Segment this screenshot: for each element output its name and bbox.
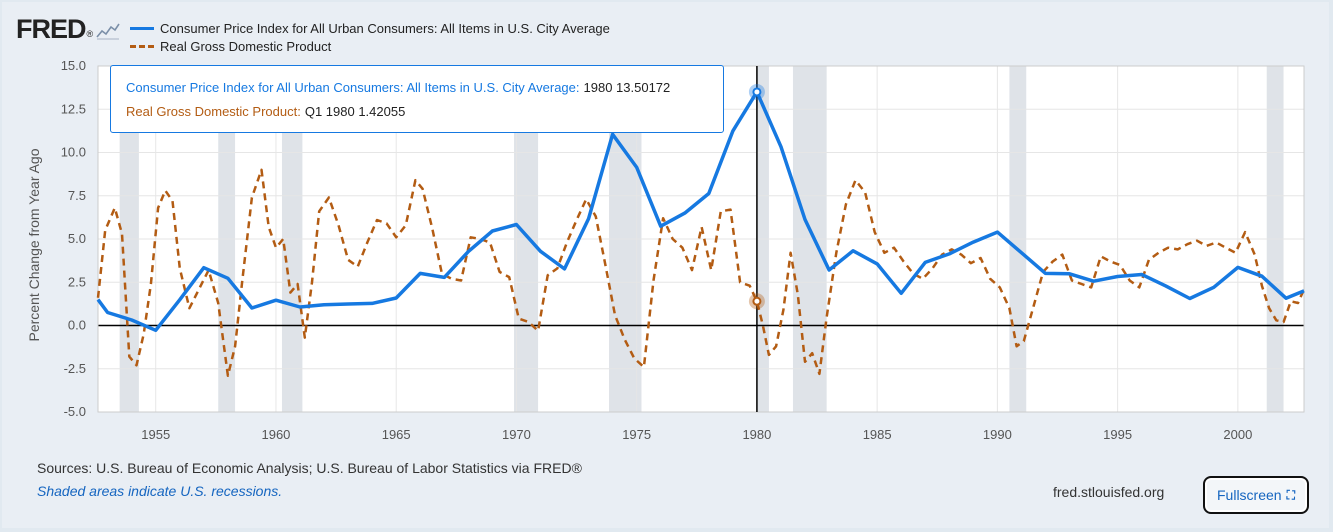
y-axis-title: Percent Change from Year Ago — [26, 148, 42, 341]
y-tick-label: 12.5 — [61, 101, 86, 116]
legend-label-cpi: Consumer Price Index for All Urban Consu… — [160, 20, 610, 36]
legend: Consumer Price Index for All Urban Consu… — [130, 19, 610, 55]
tooltip-cpi-label: Consumer Price Index for All Urban Consu… — [126, 80, 580, 95]
site-link[interactable]: fred.stlouisfed.org — [1053, 484, 1165, 500]
fred-logo[interactable]: FRED ® — [16, 16, 121, 43]
legend-swatch-gdp — [130, 44, 154, 48]
x-tick-label: 1965 — [382, 427, 411, 442]
x-tick-label: 1970 — [502, 427, 531, 442]
x-tick-label: 1990 — [983, 427, 1012, 442]
gdp-highlight-marker — [752, 296, 762, 306]
x-tick-label: 1985 — [863, 427, 892, 442]
legend-label-gdp: Real Gross Domestic Product — [160, 38, 332, 54]
tooltip-row-cpi: Consumer Price Index for All Urban Consu… — [126, 80, 670, 95]
y-tick-label: 0.0 — [68, 318, 86, 333]
line-chart-icon — [96, 23, 120, 40]
registered-mark: ® — [86, 29, 94, 39]
cpi-series-line — [96, 90, 1305, 333]
y-tick-label: -5.0 — [64, 404, 86, 419]
tooltip-row-gdp: Real Gross Domestic Product: Q1 1980 1.42… — [126, 104, 405, 119]
x-tick-label: 1960 — [261, 427, 290, 442]
legend-item-cpi[interactable]: Consumer Price Index for All Urban Consu… — [130, 19, 610, 37]
gdp-series-line — [96, 168, 1306, 377]
cpi-highlight-marker — [752, 87, 762, 97]
y-tick-label: -2.5 — [64, 361, 86, 376]
fullscreen-label: Fullscreen — [1217, 487, 1282, 503]
tooltip-cpi-value: 1980 13.50172 — [583, 80, 671, 95]
hover-tooltip: Consumer Price Index for All Urban Consu… — [110, 65, 724, 133]
y-tick-label: 10.0 — [61, 145, 86, 160]
y-tick-label: 2.5 — [68, 274, 86, 289]
x-tick-label: 1995 — [1103, 427, 1132, 442]
x-tick-label: 2000 — [1223, 427, 1252, 442]
recession-note: Shaded areas indicate U.S. recessions. — [37, 483, 283, 499]
tooltip-gdp-label: Real Gross Domestic Product: — [126, 104, 301, 119]
sources-text: Sources: U.S. Bureau of Economic Analysi… — [37, 460, 582, 476]
fullscreen-button[interactable]: Fullscreen ⛶ — [1203, 476, 1309, 514]
x-tick-label: 1980 — [742, 427, 771, 442]
logo-text: FRED — [16, 14, 86, 44]
y-tick-label: 15.0 — [61, 58, 86, 73]
y-tick-label: 7.5 — [68, 188, 86, 203]
expand-icon: ⛶ — [1286, 487, 1295, 502]
x-tick-label: 1975 — [622, 427, 651, 442]
legend-item-gdp[interactable]: Real Gross Domestic Product — [130, 37, 610, 55]
tooltip-gdp-value: Q1 1980 1.42055 — [304, 104, 406, 119]
y-tick-label: 5.0 — [68, 231, 86, 246]
x-tick-label: 1955 — [141, 427, 170, 442]
legend-swatch-cpi — [130, 26, 154, 30]
